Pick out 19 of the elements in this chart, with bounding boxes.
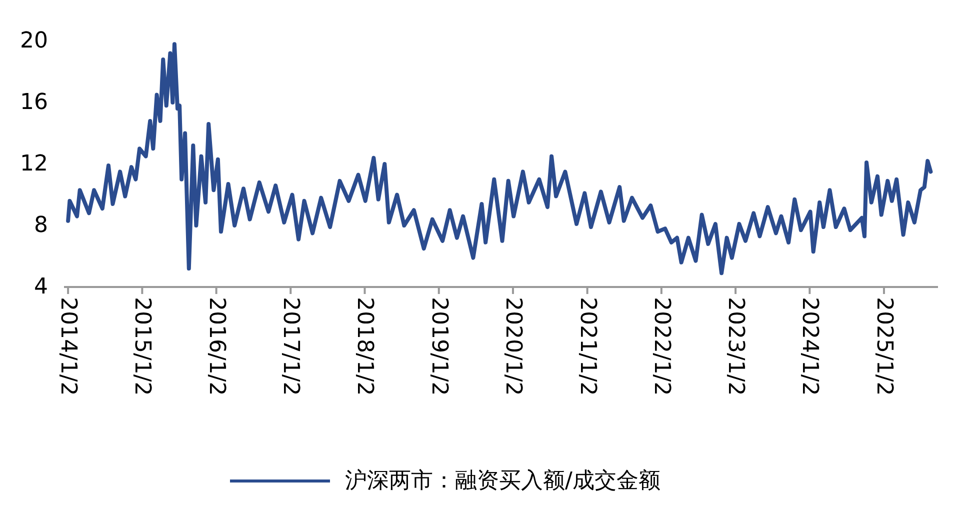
legend-label: 沪深两市：融资买入额/成交金额 [345, 468, 660, 494]
x-tick-label: 2017/1/2 [278, 297, 304, 396]
x-tick-label: 2024/1/2 [797, 297, 822, 396]
y-tick-label: 12 [20, 152, 48, 176]
y-tick-label: 16 [20, 90, 48, 115]
x-tick-label: 2015/1/2 [130, 297, 155, 396]
line-series [66, 42, 933, 276]
x-tick-label: 2018/1/2 [352, 297, 378, 396]
x-tick-label: 2022/1/2 [648, 297, 674, 396]
y-tick-label: 4 [34, 274, 48, 300]
x-tick-label: 2016/1/2 [204, 297, 229, 396]
x-tick-label: 2014/1/2 [56, 297, 81, 396]
x-tick-label: 2019/1/2 [426, 297, 452, 396]
y-tick-label: 20 [20, 28, 48, 54]
x-tick-label: 2023/1/2 [723, 297, 748, 396]
y-tick-label: 8 [34, 213, 48, 238]
x-tick-label: 2020/1/2 [500, 297, 526, 396]
x-tick-label: 2025/1/2 [871, 297, 896, 396]
x-tick-label: 2021/1/2 [574, 297, 600, 396]
